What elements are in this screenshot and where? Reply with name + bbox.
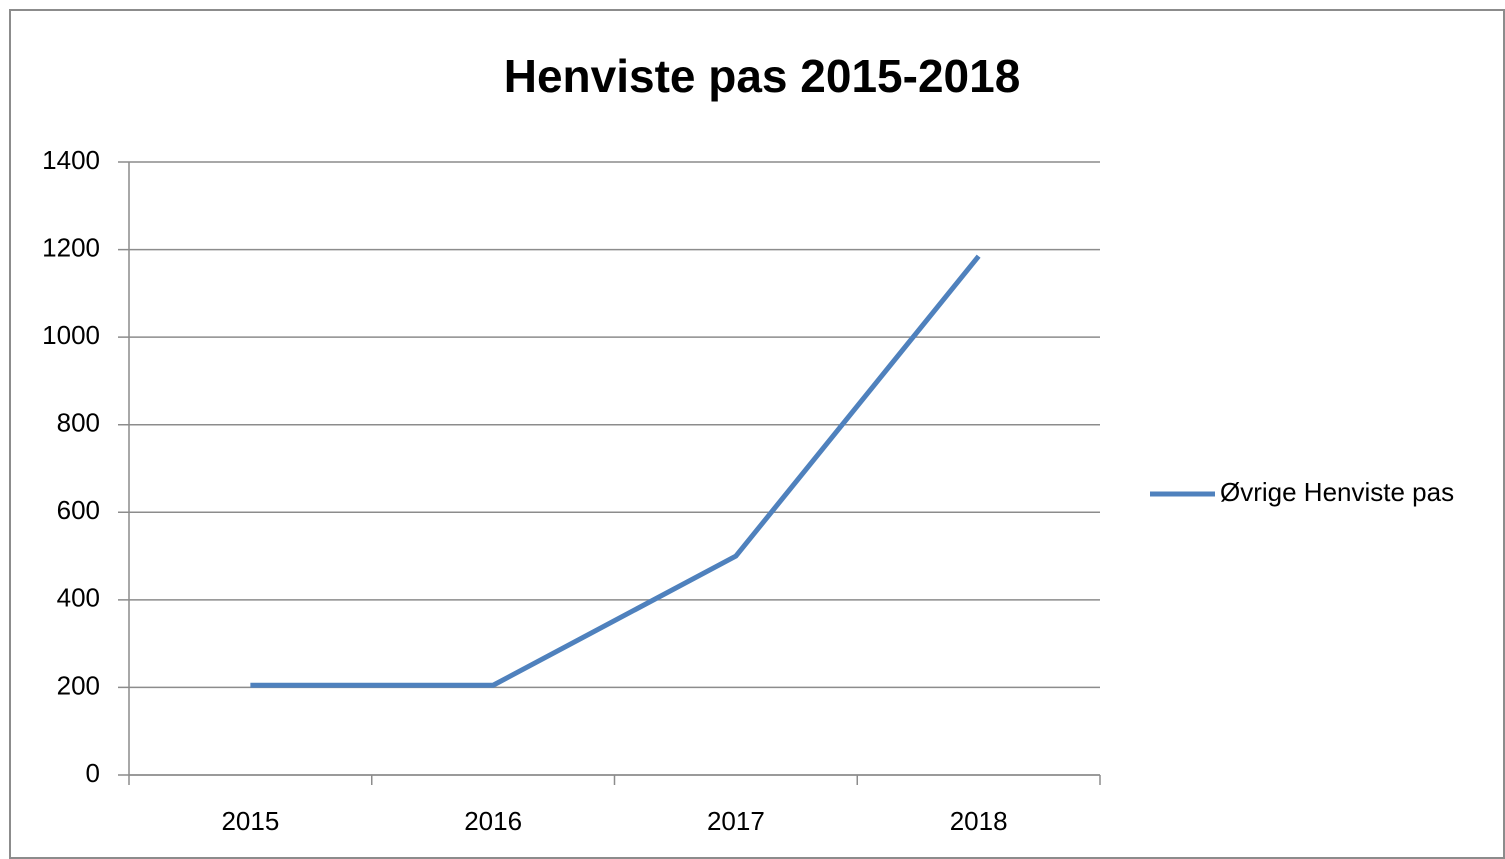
y-tick-label: 800 (57, 408, 100, 438)
chart-frame (9, 9, 1505, 859)
x-tick-label: 2018 (950, 806, 1008, 836)
y-tick-label: 1400 (42, 145, 100, 175)
legend-label: Øvrige Henviste pas (1220, 477, 1454, 507)
y-tick-label: 0 (86, 758, 100, 788)
y-tick-label: 400 (57, 583, 100, 613)
y-tick-label: 1200 (42, 232, 100, 262)
y-tick-label: 200 (57, 670, 100, 700)
chart-title: Henviste pas 2015-2018 (504, 50, 1021, 102)
y-tick-label: 600 (57, 495, 100, 525)
x-tick-label: 2015 (221, 806, 279, 836)
y-tick-label: 1000 (42, 320, 100, 350)
x-tick-label: 2016 (464, 806, 522, 836)
x-tick-label: 2017 (707, 806, 765, 836)
series-line (250, 254, 981, 688)
